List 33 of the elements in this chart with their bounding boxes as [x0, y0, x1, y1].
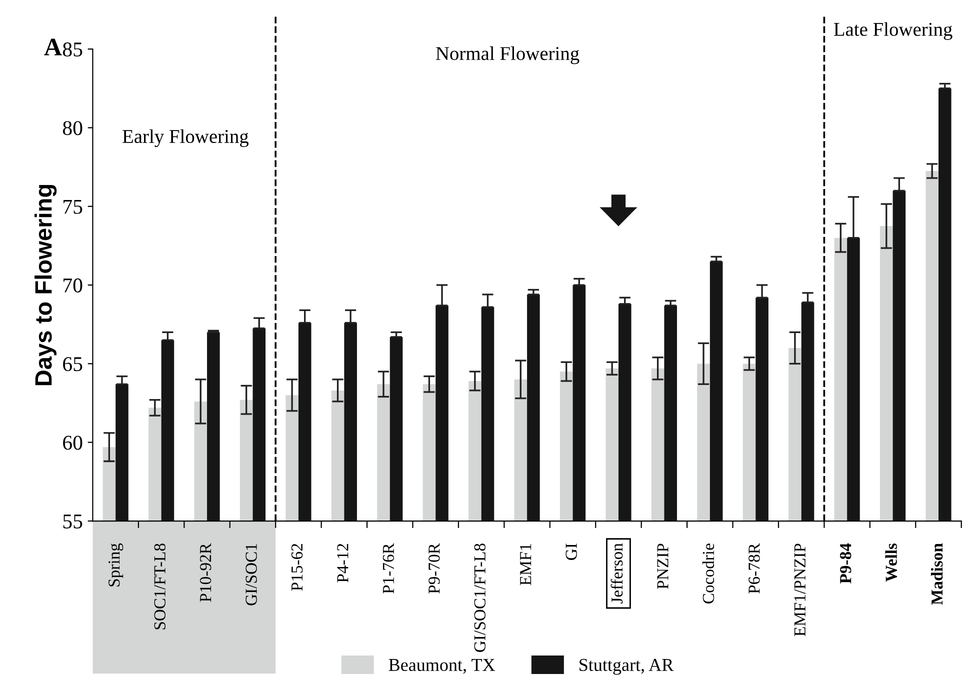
legend-label: Beaumont, TX: [388, 659, 495, 674]
x-tick-label: EMF1/PNZIP: [794, 544, 806, 636]
x-tick-label: P4-12: [337, 544, 348, 582]
y-tick-label: 65: [63, 357, 82, 372]
y-axis-title: Days to Flowering: [34, 184, 57, 386]
x-tick-label: Wells: [885, 543, 898, 582]
legend-label: Stuttgart, AR: [580, 658, 674, 675]
x-tick-label: P15-62: [291, 544, 303, 591]
text: A: [44, 38, 62, 56]
x-tick-label: Madison: [930, 543, 943, 605]
y-tick-label: 55: [63, 514, 82, 528]
text: Late Flowering: [834, 22, 952, 40]
x-tick-label: Jefferson: [610, 543, 623, 604]
x-tick-label: GI/SOC1: [246, 544, 257, 606]
annotation: Early Flowering: [122, 129, 249, 148]
x-tick-label: Cocodrie: [702, 544, 714, 604]
annotation: Normal Flowering: [436, 46, 580, 64]
y-tick-label: 80: [62, 121, 82, 136]
x-tick-label: GI: [566, 544, 577, 560]
x-tick-label: P10-92R: [200, 543, 212, 602]
x-tick-label: Spring: [108, 543, 124, 586]
x-tick-label: PNZIP: [657, 544, 668, 589]
x-tick-label: P9-84: [840, 543, 852, 584]
x-tick-label: P1-76R: [382, 543, 394, 594]
x-tick-label: P9-70R: [428, 543, 440, 594]
x-tick-label: GI/SOC1/FT-L8: [474, 544, 486, 652]
x-tick-label: SOC1/FT-L8: [154, 544, 166, 630]
x-tick-label: P6-78R: [748, 543, 760, 594]
y-tick-label: 60: [63, 436, 82, 450]
y-tick-label: 70: [64, 278, 82, 292]
y-tick-label: 85: [62, 42, 82, 56]
y-tick-label: 75: [64, 200, 82, 214]
x-tick-label: EMF1: [520, 544, 532, 586]
